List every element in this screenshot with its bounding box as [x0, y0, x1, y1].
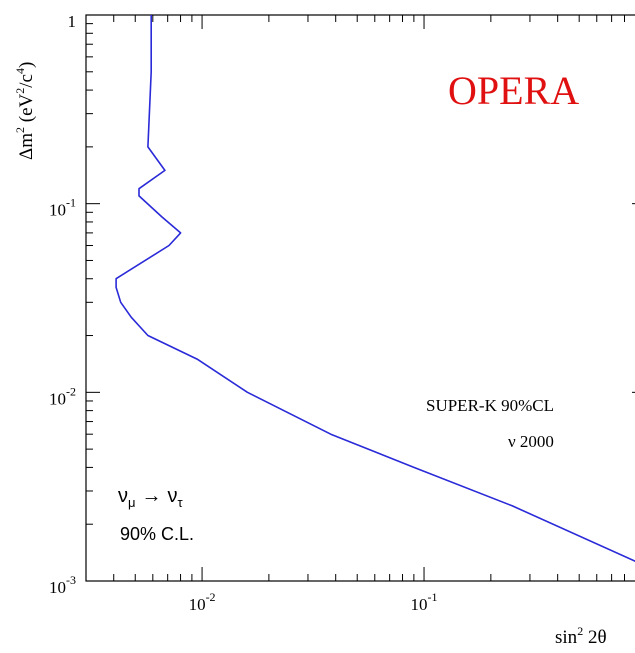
opera-sensitivity-contour	[115, 15, 635, 563]
x-axis-label-base: sin	[555, 627, 578, 648]
oscillation-arrow: →	[142, 485, 162, 507]
y-axis-units-sup1: 2	[13, 88, 27, 94]
x-tick-label: 10-1	[411, 590, 438, 614]
x-axis-label-sup: 2	[577, 624, 583, 638]
y-axis-units-mid: /c	[16, 74, 37, 88]
x-axis-label: sin2 2θ	[555, 624, 607, 648]
plot-frame	[85, 14, 635, 582]
nu-tau-symbol: ν	[168, 485, 178, 507]
y-tick-label: 10-1	[49, 196, 76, 220]
y-tick-label: 1	[68, 12, 77, 31]
y-axis-label-base: Δm	[16, 133, 37, 160]
x-axis-label-tail: 2θ	[583, 627, 606, 648]
y-tick-label: 10-3	[49, 573, 76, 597]
y-axis-label-sup: 2	[13, 127, 27, 133]
y-axis-units-sup2: 4	[13, 68, 27, 74]
y-tick-labels: 1 10-1 10-2 10-3	[49, 12, 76, 597]
nu-mu-symbol: ν	[118, 485, 128, 507]
nu-mu-subscript: μ	[128, 495, 136, 510]
y-axis-label: Δm2 (eV2/c4)	[13, 62, 37, 160]
superk-label-line2: ν 2000	[508, 432, 554, 451]
y-tick-label: 10-2	[49, 384, 76, 408]
nu-tau-subscript: τ	[178, 495, 184, 510]
chart-title: OPERA	[448, 68, 579, 113]
series-group	[115, 15, 635, 563]
superk-label-line1: SUPER-K 90%CL	[426, 396, 554, 415]
axis-ticks	[85, 14, 635, 582]
x-tick-labels: 10-210-11	[189, 590, 438, 614]
confidence-level-label: 90% C.L.	[120, 524, 194, 544]
x-tick-label: 10-2	[189, 590, 216, 614]
y-axis-units-close: )	[16, 62, 37, 68]
oscillation-channel: νμ → ντ	[118, 485, 184, 510]
y-axis-units-open: (eV	[16, 93, 37, 127]
